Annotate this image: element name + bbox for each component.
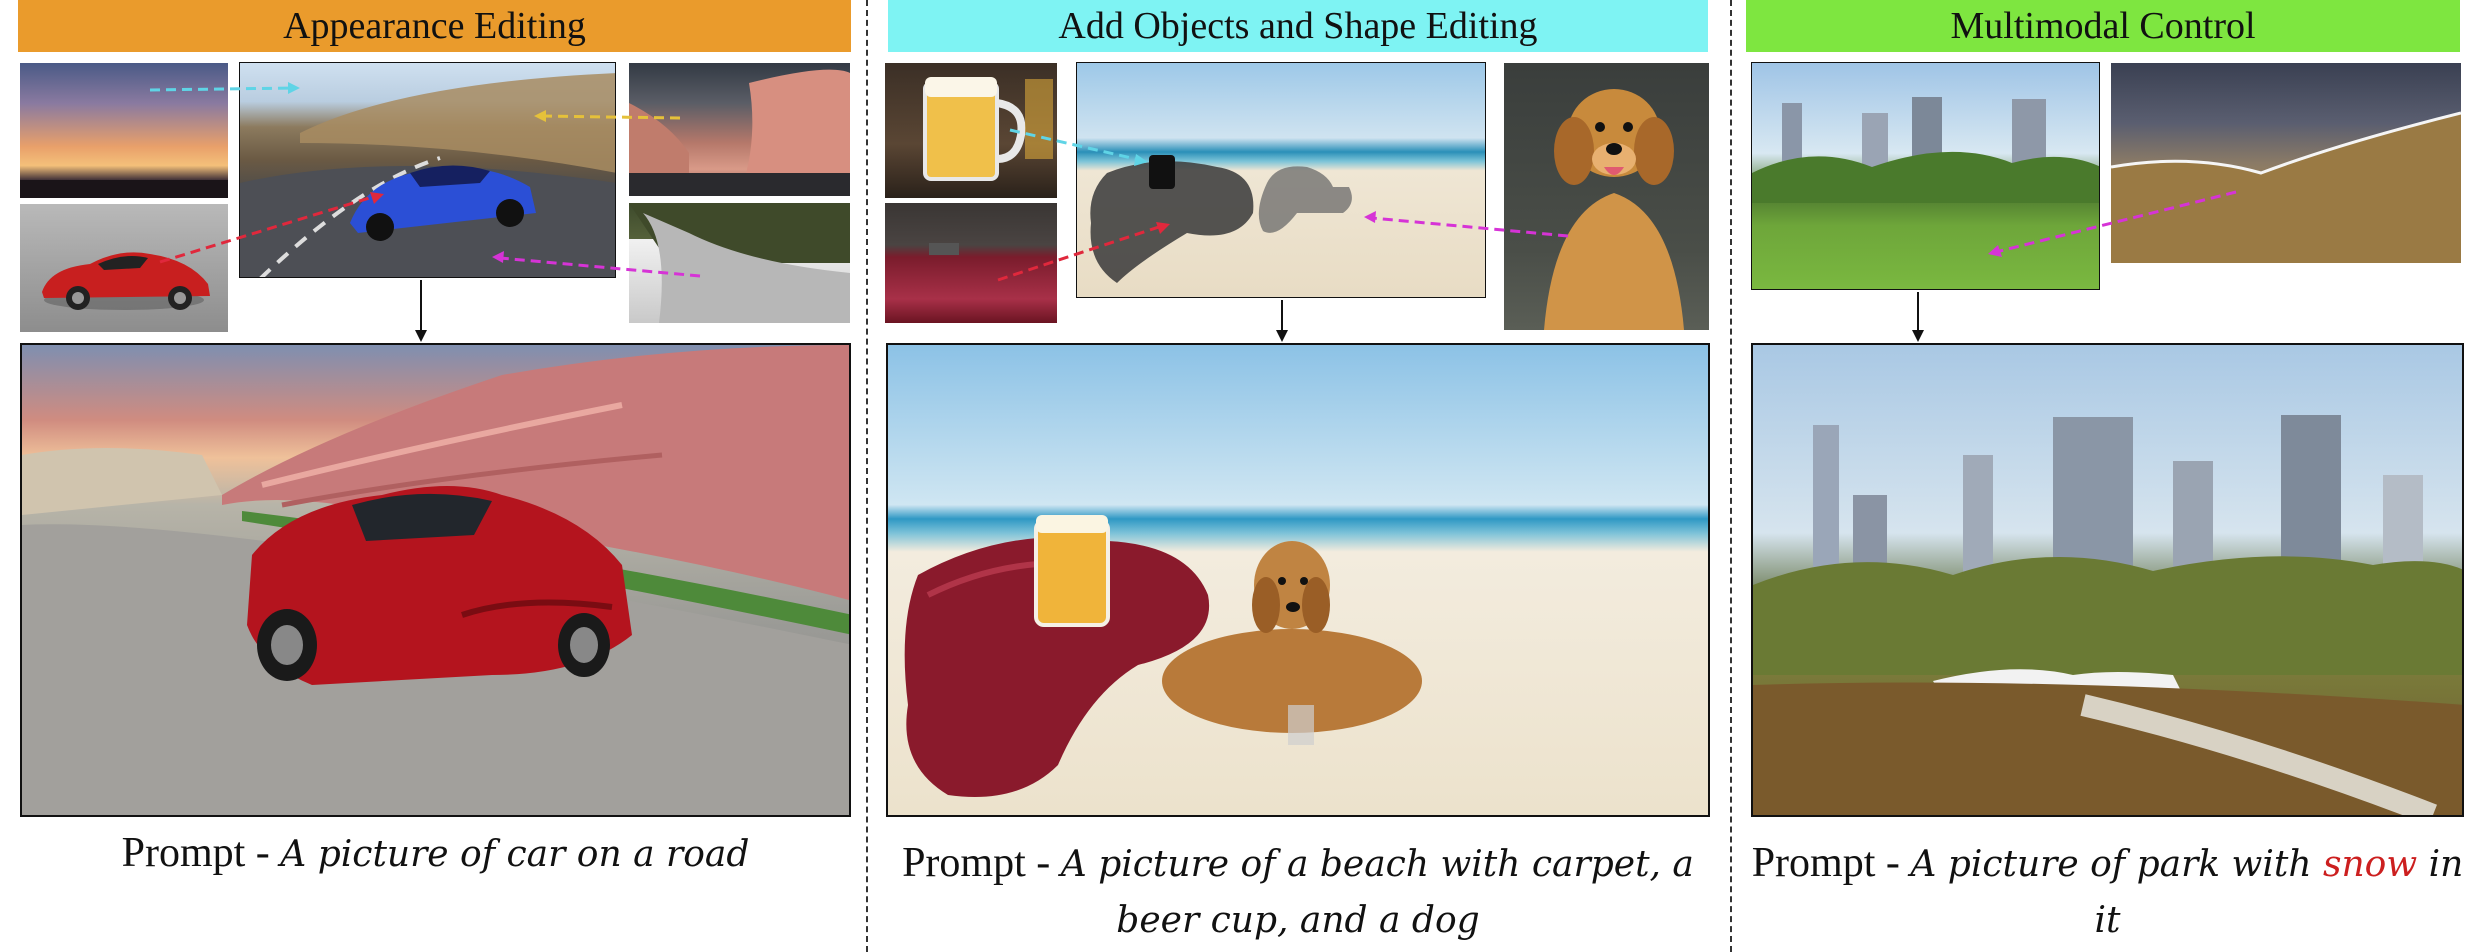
cyan-dashed-arrow <box>149 86 297 92</box>
carpet-shape-mask <box>1090 161 1254 283</box>
magenta-dashed-arrow <box>1371 216 1569 238</box>
panel-1-prompt-lead: Prompt - <box>121 830 281 876</box>
panel-1-result-image <box>20 343 851 817</box>
snow-hills-reference-image <box>2111 63 2461 263</box>
magenta-dashed-arrow <box>1995 190 2237 254</box>
panel-2-prompt-text: A picture of a beach with carpet, a beer… <box>1060 844 1694 941</box>
panel-2-header: Add Objects and Shape Editing <box>888 0 1708 52</box>
carpet-reference-image <box>885 203 1057 323</box>
red-dashed-arrow <box>997 224 1163 282</box>
beer-mug-reference-image <box>885 63 1057 198</box>
panel-3-prompt-highlight: snow <box>2322 844 2418 885</box>
red-car-reference-image <box>20 204 228 332</box>
panel-3-prompt-pre: A picture of park with <box>1910 844 2323 885</box>
cyan-dashed-arrow <box>1009 128 1141 162</box>
panel-3-prompt-lead: Prompt - <box>1751 840 1911 886</box>
panel-2-prompt-lead: Prompt - <box>902 840 1061 886</box>
panel-1-prompt-text: A picture of car on a road <box>280 834 750 875</box>
panel-3-result-image <box>1751 343 2464 817</box>
divider-right <box>1730 0 1732 952</box>
cup-shape-mask <box>1149 155 1175 189</box>
dog-shape-mask <box>1258 166 1352 233</box>
panel-1-prompt: Prompt - A picture of car on a road <box>20 826 851 882</box>
sunset-sky-reference-image <box>20 63 228 198</box>
panel-3-prompt-post: in it <box>2094 844 2464 941</box>
divider-left <box>866 0 868 952</box>
panel-3-prompt: Prompt - A picture of park with snow in … <box>1751 836 2464 948</box>
panel-1-header: Appearance Editing <box>18 0 851 52</box>
panel-1-arrows <box>149 82 701 342</box>
road-reference-image <box>629 203 850 323</box>
panel-2-result-image <box>886 343 1710 817</box>
magenta-dashed-arrow <box>499 256 701 278</box>
panel-2-prompt: Prompt - A picture of a beach with carpe… <box>886 836 1710 948</box>
panel-3-arrows <box>1912 190 2237 342</box>
panel-2-arrows <box>997 128 1569 342</box>
panel-2-title: Add Objects and Shape Editing <box>1058 5 1538 47</box>
canyon-reference-image <box>629 63 850 196</box>
beach-mask-source-image <box>1076 62 1486 298</box>
blue-car-road-source-image <box>239 62 616 278</box>
panel-1-title: Appearance Editing <box>283 5 586 47</box>
yellow-dashed-arrow <box>539 114 681 120</box>
panel-3-title: Multimodal Control <box>1950 5 2256 47</box>
panel-3-header: Multimodal Control <box>1746 0 2460 52</box>
park-source-image <box>1751 62 2100 290</box>
dog-reference-image <box>1504 63 1709 330</box>
red-dashed-arrow <box>159 194 377 264</box>
